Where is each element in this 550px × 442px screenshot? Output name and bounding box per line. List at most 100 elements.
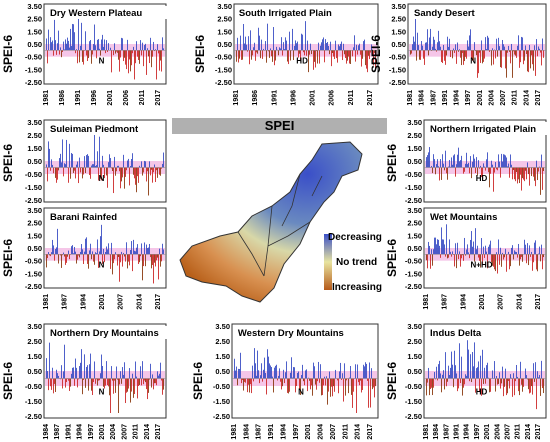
bar: [48, 378, 49, 391]
x-tick-label: 2014: [523, 90, 530, 106]
bar: [134, 167, 135, 179]
bar: [74, 32, 75, 51]
bar: [369, 50, 370, 60]
y-tick-label: 0.50: [27, 367, 42, 376]
bar: [129, 368, 130, 379]
bar: [483, 163, 484, 168]
bar: [428, 50, 429, 56]
bar: [135, 251, 136, 255]
bar: [135, 167, 136, 185]
plot-frame: [423, 207, 547, 289]
bar: [293, 367, 294, 379]
bar: [505, 368, 506, 379]
bar: [343, 378, 344, 402]
bar: [101, 39, 102, 51]
x-tick-label: 1991: [268, 424, 275, 440]
bar: [455, 167, 456, 177]
bar: [305, 370, 306, 379]
bar: [429, 245, 430, 255]
bar: [150, 363, 151, 379]
bar: [77, 161, 78, 168]
bar: [500, 378, 501, 389]
bar: [515, 167, 516, 182]
bar: [493, 254, 494, 267]
bar: [123, 154, 124, 168]
bar: [101, 167, 102, 181]
bar: [410, 50, 411, 55]
title-box: [234, 6, 376, 19]
bar: [457, 242, 458, 255]
bar: [162, 243, 163, 255]
bar: [238, 368, 239, 379]
bar: [83, 167, 84, 175]
bar: [433, 249, 434, 255]
bar: [271, 367, 272, 379]
bar: [64, 163, 65, 168]
bar: [123, 50, 124, 62]
bar: [507, 166, 508, 168]
bar: [527, 50, 528, 72]
bar: [490, 378, 491, 392]
bar: [98, 378, 99, 381]
bar: [462, 378, 463, 396]
map-shape: [179, 141, 363, 303]
bar: [125, 50, 126, 65]
bar: [163, 249, 164, 255]
bar: [513, 50, 514, 52]
bar: [349, 50, 350, 64]
bar: [520, 254, 521, 260]
bar: [434, 371, 435, 379]
y-tick-label: 0.50: [27, 157, 42, 166]
bar: [65, 254, 66, 265]
bar: [77, 50, 78, 64]
bar: [149, 243, 150, 255]
bar: [65, 378, 66, 388]
bar: [460, 254, 461, 267]
bar: [480, 50, 481, 63]
bar: [307, 40, 308, 51]
bar: [352, 378, 353, 408]
bar: [117, 165, 118, 168]
bar: [69, 47, 70, 51]
x-tick-label: 2004: [488, 90, 495, 106]
bar: [68, 378, 69, 381]
title-box: [46, 210, 143, 223]
bar: [107, 378, 108, 386]
bar: [498, 378, 499, 384]
x-tick-label: 1994: [460, 294, 467, 310]
bar: [138, 254, 139, 264]
bar: [474, 42, 475, 51]
bar: [374, 378, 375, 398]
bar: [239, 369, 240, 379]
bar: [55, 249, 56, 255]
bar: [235, 370, 236, 379]
bar: [138, 50, 139, 61]
chart-svg: 3.50 2.50 1.50 0.50 -0.50 -1.50 -2.50 South Irr…: [215, 2, 379, 106]
bar: [48, 29, 49, 51]
bar: [484, 254, 485, 258]
bar: [518, 35, 519, 51]
bar: [504, 46, 505, 51]
bar: [142, 42, 143, 51]
bar: [431, 249, 432, 255]
bar: [240, 35, 241, 51]
bar: [528, 167, 529, 175]
bar: [99, 136, 100, 168]
bar: [523, 167, 524, 180]
bar: [459, 161, 460, 168]
y-tick-label: -1.50: [389, 65, 406, 74]
bar: [466, 249, 467, 255]
x-tick-label: 1986: [252, 90, 259, 106]
bar: [131, 50, 132, 66]
bar: [327, 378, 328, 405]
bar: [458, 147, 459, 168]
bar: [479, 167, 480, 169]
bar: [147, 167, 148, 172]
bar: [118, 50, 119, 60]
y-tick-label: -0.50: [405, 257, 422, 266]
bar: [504, 254, 505, 258]
bar: [119, 378, 120, 385]
bar: [109, 154, 110, 168]
bar: [442, 154, 443, 168]
bar: [541, 50, 542, 66]
